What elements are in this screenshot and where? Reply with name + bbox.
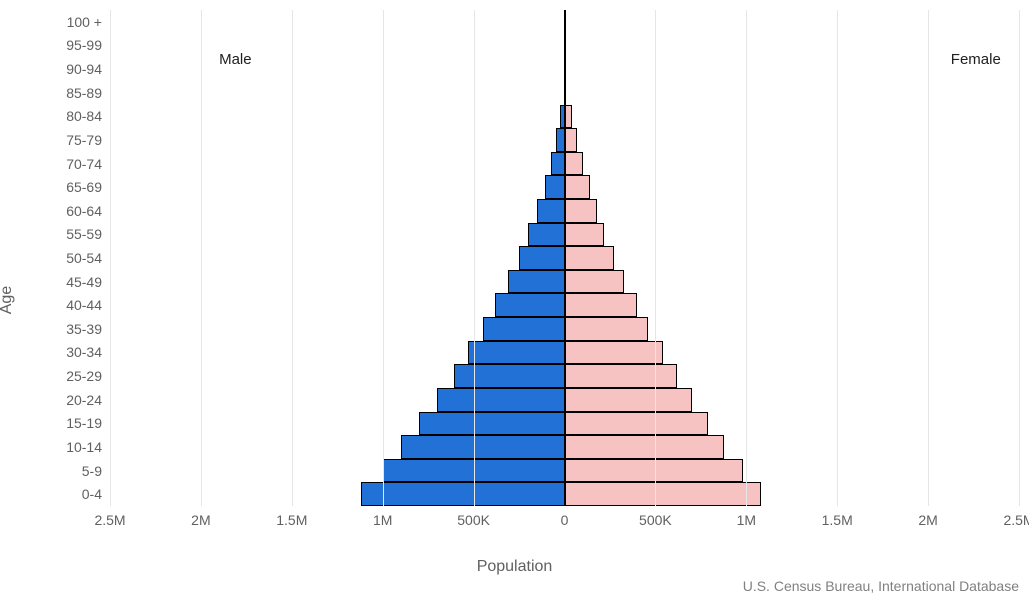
plot-area: 0-45-910-1415-1920-2425-2930-3435-3940-4…	[110, 10, 1019, 528]
bar-male	[545, 175, 565, 199]
bar-male	[551, 152, 565, 176]
y-tick-label: 25-29	[66, 368, 110, 384]
bar-male	[361, 482, 565, 506]
y-tick-label: 50-54	[66, 250, 110, 266]
y-tick-label: 95-99	[66, 37, 110, 53]
bar-female	[565, 341, 663, 365]
bar-female	[565, 317, 649, 341]
y-tick-label: 5-9	[82, 463, 110, 479]
x-tick-label: 500K	[639, 512, 672, 528]
bar-male	[537, 199, 564, 223]
bar-female	[565, 246, 614, 270]
population-pyramid-chart: Age 0-45-910-1415-1920-2425-2930-3435-39…	[0, 0, 1029, 600]
x-tick-label: 500K	[457, 512, 490, 528]
legend-male: Male	[219, 51, 252, 68]
legend-female: Female	[951, 51, 1001, 68]
x-tick-label: 1.5M	[276, 512, 307, 528]
bar-female	[565, 459, 743, 483]
x-tick-label: 1.5M	[822, 512, 853, 528]
bar-male	[519, 246, 564, 270]
bar-female	[565, 223, 605, 247]
bar-male	[437, 388, 564, 412]
bar-female	[565, 388, 692, 412]
y-tick-label: 40-44	[66, 297, 110, 313]
bar-female	[565, 435, 725, 459]
bar-male	[483, 317, 565, 341]
bar-male	[419, 412, 564, 436]
x-tick-label: 1M	[373, 512, 392, 528]
x-tick-label: 2M	[191, 512, 210, 528]
bar-female	[565, 152, 583, 176]
x-tick-label: 0	[561, 512, 569, 528]
bar-male	[468, 341, 564, 365]
grid-line	[110, 10, 111, 506]
center-axis-line	[564, 10, 566, 506]
x-tick-label: 2M	[918, 512, 937, 528]
y-tick-label: 10-14	[66, 439, 110, 455]
bar-male	[508, 270, 564, 294]
bar-female	[565, 270, 625, 294]
y-tick-label: 55-59	[66, 226, 110, 242]
source-footer: U.S. Census Bureau, International Databa…	[743, 578, 1019, 594]
y-tick-label: 65-69	[66, 179, 110, 195]
y-tick-label: 100 +	[67, 14, 110, 30]
bar-male	[528, 223, 564, 247]
bar-female	[565, 128, 578, 152]
y-tick-label: 15-19	[66, 415, 110, 431]
y-axis-title: Age	[0, 286, 16, 314]
grid-line	[1019, 10, 1020, 506]
bar-female	[565, 199, 598, 223]
y-tick-label: 80-84	[66, 108, 110, 124]
grid-line	[655, 10, 656, 506]
bar-female	[565, 293, 638, 317]
y-tick-label: 85-89	[66, 85, 110, 101]
x-tick-label: 2.5M	[1003, 512, 1029, 528]
y-tick-label: 30-34	[66, 344, 110, 360]
bar-female	[565, 105, 572, 129]
x-tick-label: 1M	[737, 512, 756, 528]
y-tick-label: 35-39	[66, 321, 110, 337]
bar-female	[565, 175, 590, 199]
bar-male	[401, 435, 565, 459]
grid-line	[383, 10, 384, 506]
y-tick-label: 70-74	[66, 156, 110, 172]
bar-male	[454, 364, 565, 388]
grid-line	[837, 10, 838, 506]
y-tick-label: 60-64	[66, 203, 110, 219]
grid-line	[474, 10, 475, 506]
x-axis-title: Population	[0, 558, 1029, 576]
y-tick-label: 90-94	[66, 61, 110, 77]
bar-female	[565, 412, 709, 436]
x-tick-label: 2.5M	[94, 512, 125, 528]
bar-male	[495, 293, 564, 317]
grid-line	[928, 10, 929, 506]
grid-line	[292, 10, 293, 506]
bar-female	[565, 482, 761, 506]
y-tick-label: 75-79	[66, 132, 110, 148]
y-tick-label: 20-24	[66, 392, 110, 408]
grid-line	[746, 10, 747, 506]
grid-line	[201, 10, 202, 506]
y-tick-label: 0-4	[82, 486, 110, 502]
y-tick-label: 45-49	[66, 274, 110, 290]
bar-female	[565, 364, 678, 388]
